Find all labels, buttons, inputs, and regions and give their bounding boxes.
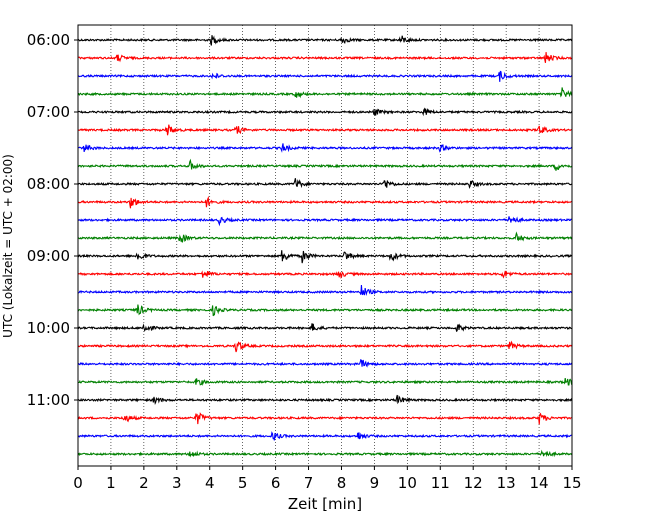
y-tick-label: 07:00 xyxy=(27,103,70,121)
seismic-trace xyxy=(77,323,573,332)
seismic-trace xyxy=(77,449,573,458)
x-tick-label: 3 xyxy=(172,474,182,492)
y-tick-label: 06:00 xyxy=(27,31,70,49)
x-tick-label: 13 xyxy=(497,474,516,492)
seismic-trace xyxy=(77,412,573,425)
y-tick-label: 09:00 xyxy=(27,247,70,265)
seismic-trace xyxy=(77,377,573,387)
seismic-trace xyxy=(77,87,573,99)
y-ticks: 06:00 07:00 08:00 09:00 10:00 11:00 xyxy=(27,31,78,409)
y-tick-label: 08:00 xyxy=(27,175,70,193)
seismic-trace xyxy=(77,431,573,441)
trace-layer xyxy=(77,35,573,458)
x-tick-label: 1 xyxy=(106,474,116,492)
x-tick-label: 9 xyxy=(370,474,380,492)
plot-frame xyxy=(77,24,573,467)
seismic-trace xyxy=(77,158,573,171)
seismic-trace xyxy=(77,178,573,189)
seismic-trace xyxy=(77,107,573,117)
seismic-trace xyxy=(77,284,573,296)
x-tick-label: 4 xyxy=(205,474,215,492)
x-ticks: 0 1 2 3 4 5 6 7 8 9 10 11 12 13 14 15 xyxy=(73,466,582,492)
seismic-trace xyxy=(77,35,573,46)
x-tick-label: 6 xyxy=(271,474,281,492)
x-tick-label: 11 xyxy=(431,474,450,492)
x-tick-label: 10 xyxy=(398,474,417,492)
y-axis-label: UTC (Lokalzeit = UTC + 02:00) xyxy=(1,154,15,338)
seismic-trace xyxy=(77,231,573,243)
y-tick-label: 10:00 xyxy=(27,319,70,337)
seismic-trace xyxy=(77,394,573,406)
seismic-trace xyxy=(77,70,573,82)
seismic-trace xyxy=(77,216,573,227)
seismic-trace xyxy=(77,250,573,264)
x-tick-label: 0 xyxy=(73,474,83,492)
seismic-trace xyxy=(77,358,573,368)
x-tick-label: 15 xyxy=(562,474,581,492)
seismic-trace xyxy=(77,304,573,317)
x-axis-label: Zeit [min] xyxy=(288,495,362,513)
x-tick-label: 7 xyxy=(304,474,314,492)
x-tick-label: 14 xyxy=(530,474,549,492)
y-tick-label: 11:00 xyxy=(27,391,70,409)
seismic-trace xyxy=(77,124,573,136)
seismic-trace xyxy=(77,195,573,209)
x-tick-label: 12 xyxy=(464,474,483,492)
seismic-trace xyxy=(77,143,573,153)
seismic-trace xyxy=(77,340,573,353)
x-tick-label: 5 xyxy=(238,474,248,492)
x-tick-label: 2 xyxy=(139,474,149,492)
seismic-trace xyxy=(77,52,573,63)
seismic-trace xyxy=(77,270,573,280)
x-tick-label: 8 xyxy=(337,474,347,492)
